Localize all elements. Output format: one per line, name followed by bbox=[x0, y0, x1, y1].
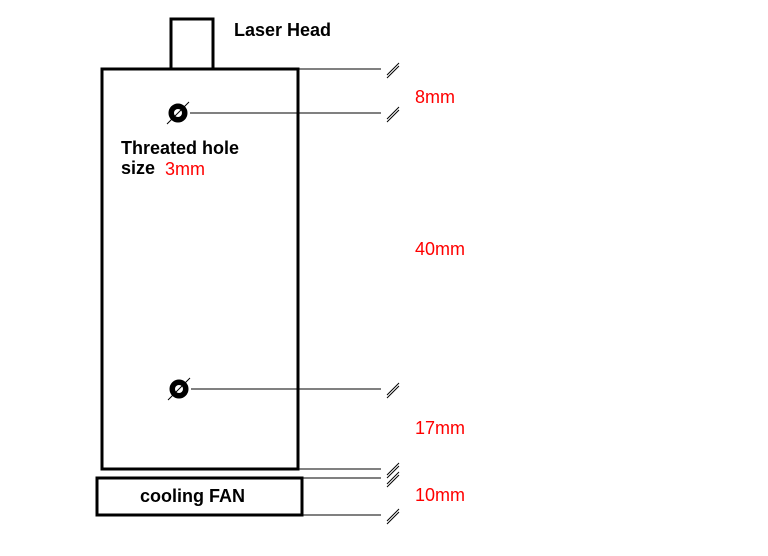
dim-d17-label: 17mm bbox=[415, 418, 465, 438]
tick-fan-bottom bbox=[387, 509, 399, 521]
laser-head-rect bbox=[171, 19, 213, 69]
tick-body-top bbox=[387, 63, 399, 75]
tick-hole2 bbox=[387, 383, 399, 395]
tick-hole1 bbox=[387, 110, 399, 122]
tick-hole1 bbox=[387, 107, 399, 119]
tick-body-top bbox=[387, 66, 399, 78]
tick-fan-bottom bbox=[387, 512, 399, 524]
tick-hole2 bbox=[387, 386, 399, 398]
threaded-hole-value: 3mm bbox=[165, 159, 205, 179]
body-rect bbox=[102, 69, 298, 469]
fan-label: cooling FAN bbox=[140, 486, 245, 506]
laser-head-label: Laser Head bbox=[234, 20, 331, 40]
threaded-hole-label-2: size bbox=[121, 158, 155, 178]
dim-d10-label: 10mm bbox=[415, 485, 465, 505]
threaded-hole-label-1: Threated hole bbox=[121, 138, 239, 158]
dim-d8-label: 8mm bbox=[415, 87, 455, 107]
dim-d40-label: 40mm bbox=[415, 239, 465, 259]
